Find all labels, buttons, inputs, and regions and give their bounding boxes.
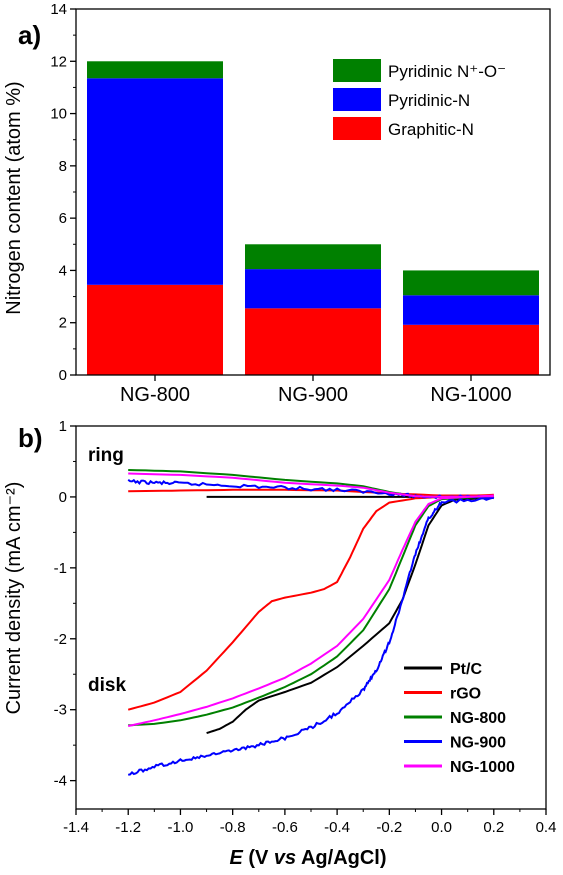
x-title-e: E	[229, 847, 243, 869]
bar-pyridinic-n-o--ng-900	[245, 244, 381, 270]
y-tick-label-b: 0	[59, 489, 67, 506]
legend-swatch-a	[333, 117, 381, 140]
y-tick-label-a: 12	[50, 53, 67, 70]
y-tick-label-b: 1	[59, 418, 67, 435]
disk-curve-pt-c	[206, 496, 494, 735]
y-tick-label-b: -1	[54, 560, 67, 577]
bar-graphitic-n-ng-1000	[403, 324, 539, 375]
y-tick-label-a: 6	[59, 210, 67, 227]
legend-label-a: Pyridinic N⁺-O⁻	[388, 62, 506, 81]
x-title-v: (V	[243, 847, 274, 869]
disk-curve-ng-800	[128, 495, 494, 727]
x-tick-label-b: -0.6	[272, 819, 298, 836]
x-tick-label-b: -0.8	[220, 819, 246, 836]
x-tick-label-a: NG-900	[278, 384, 348, 406]
y-tick-label-b: -3	[54, 702, 67, 719]
bar-pyridinic-n-o--ng-800	[87, 61, 223, 79]
y-tick-label-a: 2	[59, 315, 67, 332]
legend-swatch-a	[333, 59, 381, 82]
x-tick-label-a: NG-800	[120, 384, 190, 406]
x-axis-title-b: E (V vs Ag/AgCl)	[229, 847, 386, 869]
y-tick-label-a: 14	[50, 1, 67, 18]
disk-curve-ng-900	[127, 496, 495, 776]
legend-swatch-a	[333, 88, 381, 111]
bar-pyridinic-n-ng-800	[87, 78, 223, 285]
x-title-ref: Ag/AgCl)	[296, 847, 386, 869]
ring-curve-ng-1000	[128, 472, 494, 498]
y-tick-label-a: 0	[59, 367, 67, 384]
y-axis-title-b: Current density (mA cm⁻²)	[3, 482, 25, 715]
y-tick-label-a: 8	[59, 158, 67, 175]
x-tick-label-b: 0.0	[431, 819, 452, 836]
bar-pyridinic-n-o--ng-1000	[403, 270, 539, 296]
plot-frame-b	[75, 425, 547, 810]
y-tick-label-a: 4	[59, 262, 67, 279]
x-tick-label-b: -0.2	[376, 819, 402, 836]
disk-annotation: disk	[88, 675, 126, 696]
legend-label-b: NG-800	[450, 710, 506, 727]
legend-label-b: rGO	[450, 686, 481, 703]
x-tick-label-b: -0.4	[324, 819, 350, 836]
bar-graphitic-n-ng-800	[87, 284, 223, 375]
x-tick-label-b: -1.0	[168, 819, 194, 836]
x-tick-label-b: -1.4	[63, 819, 89, 836]
disk-curve-ng-1000	[127, 494, 494, 727]
voltammetry-chart: -1.4 -1.2 -1.0 -0.8 -0.6 -0.4 -0.2 0.0 0.2 0.4 1 0 -…	[54, 418, 557, 836]
x-tick-label-b: 0.2	[483, 819, 504, 836]
disk-curve-rgo	[127, 493, 494, 711]
panel-a-label: a)	[18, 20, 41, 50]
panel-b-label: b)	[18, 423, 43, 453]
stacked-bar-chart: NG-800 NG-900 NG-1000 0 2 4 6 8 10 12 14 Pyridinic …	[50, 1, 551, 406]
ring-annotation: ring	[88, 445, 124, 466]
bar-pyridinic-n-ng-1000	[403, 295, 539, 325]
x-tick-label-b: -1.2	[115, 819, 141, 836]
plot-frame-a	[75, 8, 551, 376]
x-title-vs: vs	[274, 847, 296, 869]
y-tick-label-b: -4	[54, 773, 67, 790]
legend-label-b: Pt/C	[450, 661, 482, 678]
x-tick-label-b: 0.4	[536, 819, 557, 836]
legend-label-b: NG-900	[450, 735, 506, 752]
legend-label-b: NG-1000	[450, 759, 515, 776]
y-tick-label-b: -2	[54, 631, 67, 648]
x-tick-label-a: NG-1000	[430, 384, 511, 406]
bar-pyridinic-n-ng-900	[245, 269, 381, 309]
legend-label-a: Graphitic-N	[388, 120, 474, 139]
legend-label-a: Pyridinic-N	[388, 91, 470, 110]
bar-graphitic-n-ng-900	[245, 308, 381, 375]
y-axis-title-a: Nitrogen content (atom %)	[3, 81, 25, 314]
y-tick-label-a: 10	[50, 106, 67, 123]
